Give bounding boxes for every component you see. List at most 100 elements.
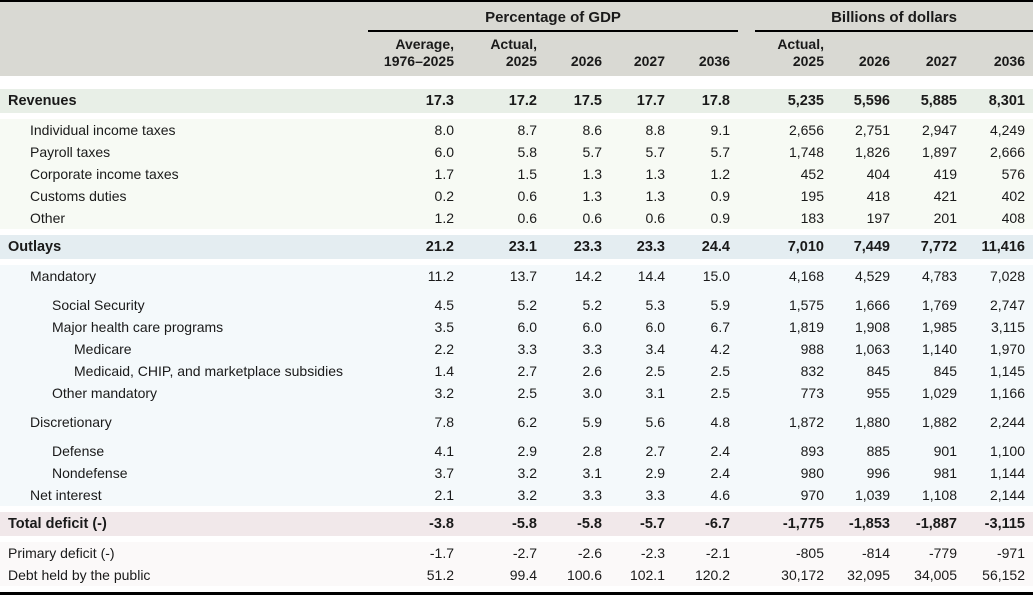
table-row: Individual income taxes 8.0 8.7 8.6 8.8 9.1 2,…: [0, 119, 1033, 141]
value-cell: 23.3: [573, 239, 602, 255]
value-cell: 17.7: [636, 93, 665, 109]
row-label: Social Security: [52, 297, 145, 313]
value-cell: -5.8: [577, 516, 602, 532]
value-cell: 5,596: [853, 93, 890, 109]
value-cell: 8,301: [988, 93, 1025, 109]
value-cell: 2.5: [710, 363, 730, 379]
value-cell: -2.1: [705, 545, 730, 561]
value-cell: 1,039: [854, 487, 890, 503]
value-cell: 197: [866, 210, 890, 226]
value-cell: 2.9: [517, 443, 537, 459]
value-cell: 1.4: [434, 363, 454, 379]
value-cell: 2,666: [989, 144, 1025, 160]
value-cell: 1,970: [989, 341, 1025, 357]
value-cell: 3.1: [645, 385, 665, 401]
row-label: Total deficit (-): [8, 516, 107, 532]
value-cell: 576: [1001, 166, 1025, 182]
table-block: Revenues 17.3 17.2 17.5 17.7 17.8 5,235 5,596 5,…: [0, 89, 1033, 113]
row-label: Defense: [52, 443, 105, 459]
value-cell: 1,880: [854, 414, 890, 430]
value-cell: 885: [866, 443, 890, 459]
value-cell: 1.3: [582, 188, 602, 204]
top-rule: [0, 0, 1033, 2]
value-cell: 981: [933, 465, 957, 481]
value-cell: -779: [928, 545, 957, 561]
value-cell: 195: [800, 188, 824, 204]
table-row: Customs duties 0.2 0.6 1.3 1.3 0.9 195 418 421 40…: [0, 185, 1033, 207]
value-cell: 8.6: [582, 122, 602, 138]
value-cell: 3.0: [582, 385, 602, 401]
value-cell: -5.8: [512, 516, 537, 532]
value-cell: 1,063: [854, 341, 890, 357]
value-cell: 3.3: [517, 341, 537, 357]
value-cell: 30,172: [781, 567, 824, 583]
value-cell: 7,449: [853, 239, 890, 255]
value-cell: 3,115: [991, 319, 1025, 335]
value-cell: 32,095: [847, 567, 890, 583]
billions-group-underline: [755, 30, 1033, 32]
value-cell: 1,108: [921, 487, 957, 503]
value-cell: 1.2: [434, 210, 454, 226]
table-row: Other 1.2 0.6 0.6 0.6 0.9 183 197 201 408: [0, 207, 1033, 229]
value-cell: 5.7: [645, 144, 665, 160]
table-block: Individual income taxes 8.0 8.7 8.6 8.8 9.1 2,…: [0, 119, 1033, 229]
value-cell: 1,166: [989, 385, 1025, 401]
value-cell: 5.9: [710, 297, 730, 313]
value-cell: 988: [800, 341, 824, 357]
table-row: Defense 4.1 2.9 2.8 2.7 2.4 893 885 901 1,100: [0, 433, 1033, 462]
bottom-rule: [0, 592, 1033, 595]
value-cell: 24.4: [701, 239, 730, 255]
row-label: Medicare: [74, 341, 132, 357]
value-cell: 5.7: [710, 144, 730, 160]
value-cell: 4,168: [788, 268, 824, 284]
value-cell: 2.4: [710, 465, 730, 481]
row-label: Individual income taxes: [30, 122, 176, 138]
value-cell: -805: [795, 545, 824, 561]
value-cell: 102.1: [629, 567, 665, 583]
value-cell: 6.0: [434, 144, 454, 160]
table-block: Mandatory 11.2 13.7 14.2 14.4 15.0 4,168 4,529 4…: [0, 265, 1033, 506]
value-cell: 3.2: [434, 385, 454, 401]
value-cell: 2,947: [921, 122, 957, 138]
table-row: Payroll taxes 6.0 5.8 5.7 5.7 5.7 1,748 1,826 1,…: [0, 141, 1033, 163]
table-row: Other mandatory 3.2 2.5 3.0 3.1 2.5 773 955 1,02…: [0, 382, 1033, 404]
value-cell: -3,115: [984, 516, 1025, 532]
value-cell: -814: [861, 545, 890, 561]
value-cell: 2.5: [517, 385, 537, 401]
value-cell: 2.6: [582, 363, 602, 379]
group-header-percentage-of-gdp: Percentage of GDP: [485, 9, 621, 26]
value-cell: -1,775: [782, 516, 824, 532]
value-cell: 893: [800, 443, 824, 459]
value-cell: 4.5: [434, 297, 454, 313]
value-cell: 1,145: [989, 363, 1025, 379]
value-cell: 3.3: [582, 487, 602, 503]
column-header-row: Average, 1976–2025 Actual, 2025 2026 2027 2036…: [0, 32, 1033, 76]
value-cell: -5.7: [640, 516, 665, 532]
gdp-group-underline: [368, 30, 738, 32]
value-cell: 0.6: [517, 188, 537, 204]
value-cell: 3.2: [517, 487, 537, 503]
value-cell: 3.2: [517, 465, 537, 481]
table-row: Medicare 2.2 3.3 3.3 3.4 4.2 988 1,063 1,140 1,97…: [0, 338, 1033, 360]
group-header-billions-of-dollars: Billions of dollars: [831, 9, 957, 26]
row-label: Other mandatory: [52, 385, 158, 401]
value-cell: 3.1: [582, 465, 602, 481]
value-cell: 17.8: [701, 93, 730, 109]
table-header: Percentage of GDP Billions of dollars Av…: [0, 2, 1033, 76]
value-cell: -2.7: [512, 545, 537, 561]
value-cell: 14.2: [574, 268, 602, 284]
value-cell: 1.2: [710, 166, 730, 182]
value-cell: 1,985: [921, 319, 957, 335]
table-row: Outlays 21.2 23.1 23.3 23.3 24.4 7,010 7,449 7,7…: [0, 235, 1033, 259]
value-cell: 832: [800, 363, 824, 379]
row-label: Corporate income taxes: [30, 166, 179, 182]
value-cell: 421: [933, 188, 957, 204]
value-cell: 408: [1001, 210, 1025, 226]
value-cell: 3.3: [582, 341, 602, 357]
value-cell: 1.3: [645, 188, 665, 204]
value-cell: 100.6: [566, 567, 602, 583]
column-header: 2027: [925, 53, 957, 69]
value-cell: 1.5: [517, 166, 537, 182]
value-cell: 845: [866, 363, 890, 379]
